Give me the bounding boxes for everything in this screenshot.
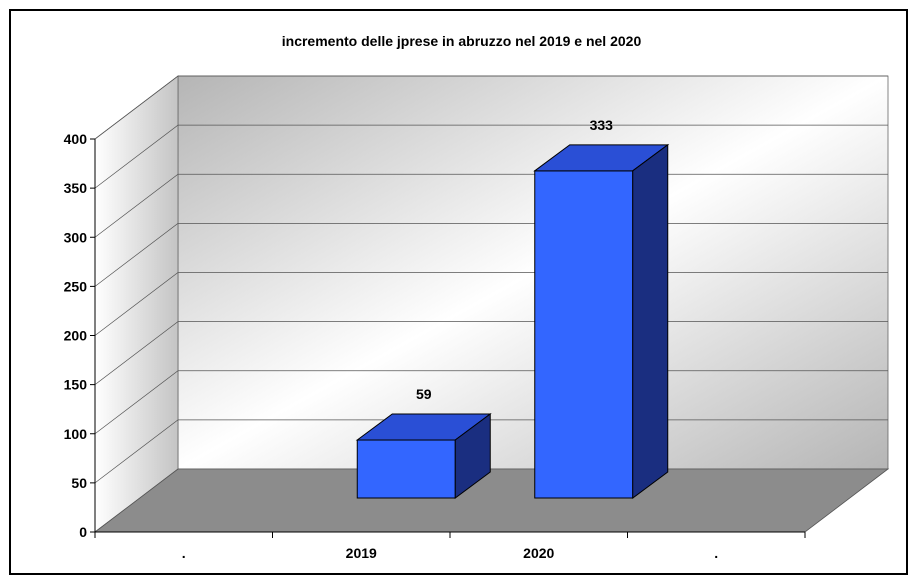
bar-side xyxy=(454,413,491,499)
bar-side xyxy=(632,143,669,499)
chart-title: incremento delle jprese in abruzzo nel 2… xyxy=(281,33,642,49)
y-tick-label: 0 xyxy=(79,524,87,540)
bar-front xyxy=(356,439,456,499)
data-label: 59 xyxy=(416,386,432,402)
y-tick-label: 300 xyxy=(64,229,88,245)
x-tick-label: . xyxy=(714,545,718,561)
x-tick-label: . xyxy=(182,545,186,561)
y-tick-label: 250 xyxy=(64,278,88,294)
y-tick-label: 150 xyxy=(64,377,88,393)
chart-floor xyxy=(93,468,890,533)
y-tick-label: 100 xyxy=(64,426,88,442)
gridline xyxy=(94,75,888,140)
y-tick-label: 350 xyxy=(64,180,88,196)
x-tick-label: 2019 xyxy=(346,545,377,561)
data-label: 333 xyxy=(590,117,614,133)
y-tick-label: 200 xyxy=(64,328,88,344)
y-tick-label: 400 xyxy=(64,131,88,147)
bar-front xyxy=(534,170,634,499)
gridline xyxy=(94,124,888,189)
x-tick-label: 2020 xyxy=(523,545,554,561)
y-tick-label: 50 xyxy=(71,475,87,491)
